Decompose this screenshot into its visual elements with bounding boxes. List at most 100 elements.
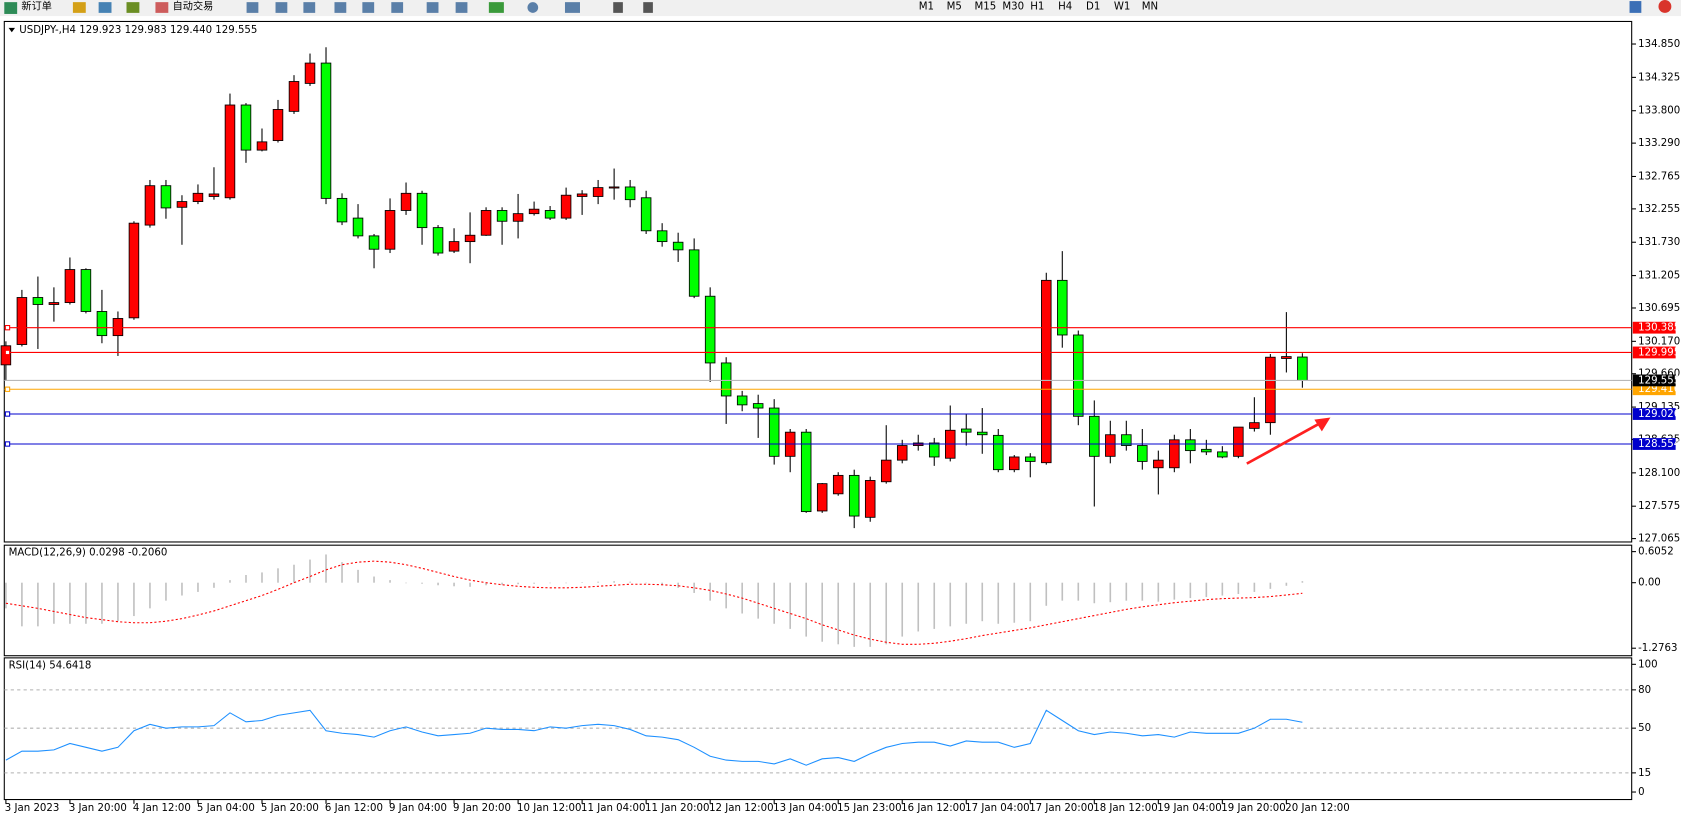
toolbar-icon[interactable] (126, 2, 140, 13)
y-tick-label: 127.065 (1638, 534, 1680, 545)
macd-bar (581, 582, 583, 583)
indicators[interactable] (488, 2, 504, 13)
macd-bar (197, 582, 199, 592)
candle-body (832, 474, 844, 495)
x-tick-label: 9 Jan 20:00 (453, 803, 511, 814)
candle-body (1153, 459, 1164, 469)
level-label: 128.554 (1638, 439, 1680, 450)
macd-bar (613, 581, 615, 583)
candle-body (1233, 426, 1244, 457)
candle-body (208, 193, 220, 197)
y-tick-label: 100 (1638, 659, 1657, 670)
x-tick-label: 11 Jan 20:00 (645, 803, 709, 814)
y-tick-label: 129.135 (1638, 402, 1680, 413)
macd-title: MACD(12,26,9) 0.0298 -0.2060 (9, 548, 168, 559)
timeframe[interactable]: M1 (919, 1, 934, 12)
notification[interactable] (1658, 0, 1672, 13)
macd-bar (645, 582, 647, 584)
candle-body (448, 241, 460, 252)
y-tick-label: 130.170 (1638, 336, 1680, 347)
macd-bar (981, 582, 984, 622)
x-tick-label: 19 Jan 04:00 (1157, 803, 1221, 814)
new-order-icon[interactable] (4, 2, 18, 14)
macd-bar (1269, 582, 1272, 589)
macd-bar (469, 582, 471, 587)
cursor[interactable] (613, 2, 623, 13)
auto-trading[interactable]: 自动交易 (173, 0, 214, 12)
toolbar-icon[interactable] (98, 2, 112, 13)
level-label-bg (1632, 438, 1676, 450)
timeframe[interactable]: M30 (1002, 1, 1024, 12)
tile[interactable] (391, 2, 404, 13)
collapse-arrow[interactable] (8, 27, 16, 33)
macd-bar (549, 582, 551, 584)
search[interactable] (1629, 1, 1642, 13)
macd-bar (165, 582, 167, 601)
timeframe[interactable]: D1 (1086, 1, 1100, 12)
candle-body (480, 210, 492, 236)
zoom-out[interactable] (362, 2, 375, 13)
y-tick-label: 128.100 (1638, 468, 1680, 479)
x-tick-label: 20 Jan 12:00 (1285, 803, 1349, 814)
candle-body (608, 186, 620, 189)
macd-bar (1253, 582, 1256, 592)
candle-body (96, 311, 108, 337)
x-tick-label: 15 Jan 23:00 (837, 803, 901, 814)
auto-trading-icon[interactable] (155, 2, 169, 13)
macd-bar (501, 582, 503, 585)
macd-bar (213, 582, 215, 588)
crosshair[interactable] (643, 2, 653, 13)
candle-body (848, 474, 860, 517)
candle-body (128, 222, 140, 319)
candle-body (1073, 334, 1084, 417)
macd-bar (229, 580, 231, 583)
macd-bar (101, 582, 103, 624)
candle-body (32, 297, 44, 305)
toolbar-icon[interactable] (246, 2, 259, 13)
timeframe[interactable]: M5 (947, 1, 962, 12)
candle-body (240, 104, 252, 151)
candle-body (1025, 456, 1036, 462)
toolbar-icon[interactable] (275, 2, 288, 13)
templates[interactable] (564, 2, 580, 13)
candle-body (800, 431, 812, 513)
macd-bar (69, 582, 71, 624)
toolbar-icon[interactable] (426, 2, 439, 13)
toolbar-icon[interactable] (303, 2, 316, 13)
level-marker (4, 411, 11, 417)
macd-bar (133, 582, 135, 617)
candle-body (672, 241, 684, 251)
timeframes: M1 M5 M15 M30 H1 H4 D1 W1 MN (919, 1, 1158, 12)
y-tick-label: 0.6052 (1638, 547, 1674, 558)
macd-bar (565, 582, 567, 584)
toolbar-icon[interactable] (455, 2, 468, 13)
timeframe[interactable]: M15 (975, 1, 997, 12)
periods[interactable] (527, 2, 539, 13)
toolbar-icon[interactable] (72, 2, 86, 13)
macd-bar (245, 574, 247, 583)
candle-body (112, 318, 124, 337)
timeframe[interactable]: W1 (1114, 1, 1131, 12)
macd-bar (1237, 582, 1240, 594)
level-marker (4, 441, 11, 447)
candle-body (864, 480, 876, 518)
macd-bar (949, 582, 952, 627)
y-tick-label: 131.730 (1638, 237, 1680, 248)
timeframe[interactable]: H1 (1030, 1, 1044, 12)
x-tick-label: 5 Jan 04:00 (197, 803, 255, 814)
timeframe[interactable]: H4 (1058, 1, 1072, 12)
y-tick-label: 15 (1638, 768, 1651, 779)
macd-bar (1045, 582, 1048, 606)
candle-body (544, 210, 556, 219)
y-tick-label: 134.850 (1638, 39, 1680, 50)
toolbar-icons (246, 0, 1672, 13)
macd-bar (293, 564, 295, 583)
y-tick-label: 50 (1638, 723, 1651, 734)
macd-bar (533, 582, 535, 584)
new-order[interactable]: 新订单 (21, 0, 52, 12)
candle-body (16, 297, 28, 345)
timeframe[interactable]: MN (1142, 1, 1158, 12)
zoom-in[interactable] (334, 2, 347, 13)
candle-body (1121, 434, 1132, 446)
